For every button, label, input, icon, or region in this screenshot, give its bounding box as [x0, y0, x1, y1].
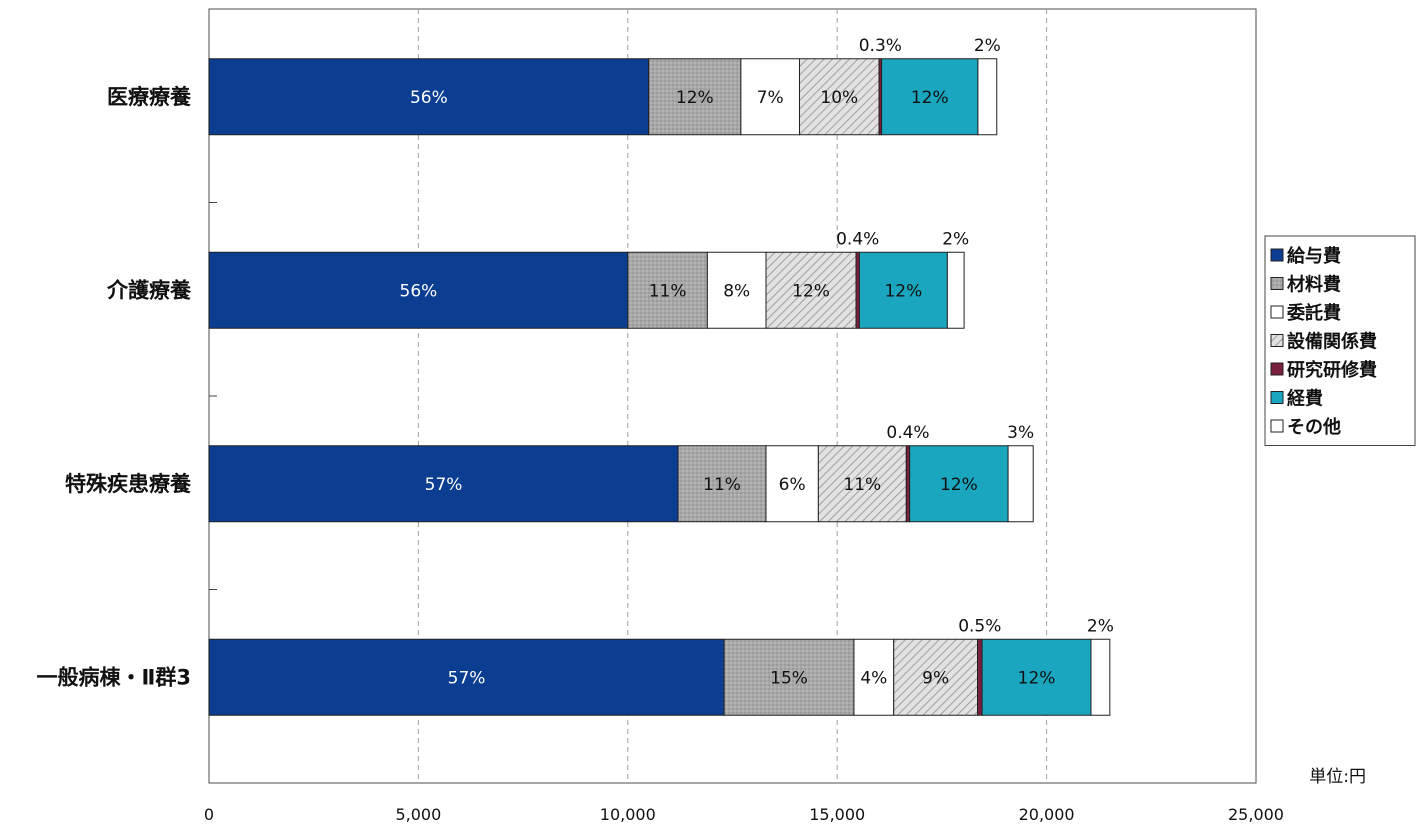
bar-segment — [765, 445, 819, 523]
bar-segment — [648, 58, 742, 136]
bar-segment — [905, 445, 911, 523]
legend-swatch — [1270, 334, 1284, 347]
bar-segment — [677, 445, 767, 523]
legend-swatch — [1270, 419, 1284, 433]
bar-segment — [855, 251, 860, 329]
bar-segment — [817, 445, 907, 523]
data-label: 57% — [425, 475, 463, 495]
data-label: 12% — [1018, 668, 1056, 688]
data-label: 11% — [649, 281, 687, 301]
x-tick-label: 15,000 — [809, 805, 865, 824]
legend-entry: 経費 — [1287, 388, 1323, 410]
x-tick-label: 10,000 — [600, 805, 656, 824]
unit-label: 単位:円 — [1309, 767, 1366, 787]
bar-segment — [858, 251, 948, 329]
bar-segment — [627, 251, 708, 329]
bar-segment — [909, 445, 1009, 523]
category-label: 特殊疾患療養 — [65, 472, 192, 496]
bar-segment — [1090, 638, 1111, 716]
legend-box — [1264, 235, 1416, 446]
legend-swatch — [1270, 391, 1284, 404]
bar-segment — [981, 638, 1092, 716]
legend-entry: 材料費 — [1287, 274, 1341, 296]
data-label: 7% — [757, 88, 784, 108]
data-label: 12% — [940, 475, 978, 495]
legend-entry: 給与費 — [1287, 245, 1341, 267]
legend-entry: 設備関係費 — [1287, 331, 1377, 353]
bars: 56% 12% 7% 10% 12% 0.3% 2% 56% 11% 8% 12% 12% 0.4% 2%… — [208, 36, 1114, 716]
bar-segment — [765, 251, 857, 329]
legend-swatch — [1270, 305, 1284, 319]
bar-segment — [740, 58, 801, 136]
data-label: 10% — [820, 88, 858, 108]
data-label: 12% — [884, 281, 922, 301]
bar-segment — [723, 638, 855, 716]
bar-segment — [881, 58, 979, 136]
data-label-outside: 2% — [942, 229, 969, 249]
bar-segment — [208, 638, 725, 716]
bar-segment — [706, 251, 767, 329]
data-label: 56% — [410, 88, 448, 108]
data-label: 12% — [911, 88, 949, 108]
data-label: 4% — [860, 668, 887, 688]
x-tick-label: 0 — [204, 805, 214, 824]
legend-swatch — [1270, 248, 1284, 262]
category-label: 医療療養 — [107, 85, 192, 109]
data-label-outside: 0.3% — [859, 36, 902, 56]
data-label-outside: 0.4% — [886, 423, 929, 443]
legend-swatch — [1270, 362, 1284, 376]
bar-segment — [208, 445, 679, 523]
category-label: 一般病棟・Ⅱ群3 — [37, 665, 191, 689]
bar-segment — [977, 58, 998, 136]
data-label: 6% — [779, 475, 806, 495]
bar-segment — [799, 58, 880, 136]
grid-lines — [417, 9, 1048, 783]
legend-swatch — [1270, 277, 1284, 290]
data-label: 57% — [448, 668, 486, 688]
bar-segment — [893, 638, 978, 716]
category-label: 介護療養 — [106, 278, 192, 302]
bar-segment — [208, 58, 650, 136]
data-label: 12% — [676, 88, 714, 108]
x-tick-label: 20,000 — [1019, 805, 1075, 824]
bar-segment — [208, 251, 629, 329]
data-label-outside: 0.5% — [958, 616, 1001, 636]
legend-entry: 委託費 — [1286, 302, 1341, 324]
data-label-outside: 0.4% — [836, 229, 879, 249]
legend-entry: その他 — [1287, 416, 1341, 438]
data-label: 11% — [843, 475, 881, 495]
x-tick-label: 25,000 — [1228, 805, 1284, 824]
data-label: 56% — [400, 281, 438, 301]
data-label: 11% — [703, 475, 741, 495]
data-label-outside: 2% — [974, 36, 1001, 56]
data-label: 12% — [792, 281, 830, 301]
x-tick-label: 5,000 — [395, 805, 441, 824]
data-label: 9% — [922, 668, 949, 688]
data-label-outside: 2% — [1087, 616, 1114, 636]
data-label: 15% — [770, 668, 808, 688]
y-axis-ticks — [209, 202, 217, 590]
data-label: 8% — [723, 281, 750, 301]
bar-segment — [946, 251, 965, 329]
bar-segment — [976, 638, 983, 716]
data-label-outside: 3% — [1007, 423, 1034, 443]
legend-entry: 研究研修費 — [1287, 359, 1377, 381]
bar-segment — [1007, 445, 1034, 523]
x-axis-tick-labels: 0 5,000 10,000 15,000 20,000 25,000 — [204, 805, 1284, 824]
